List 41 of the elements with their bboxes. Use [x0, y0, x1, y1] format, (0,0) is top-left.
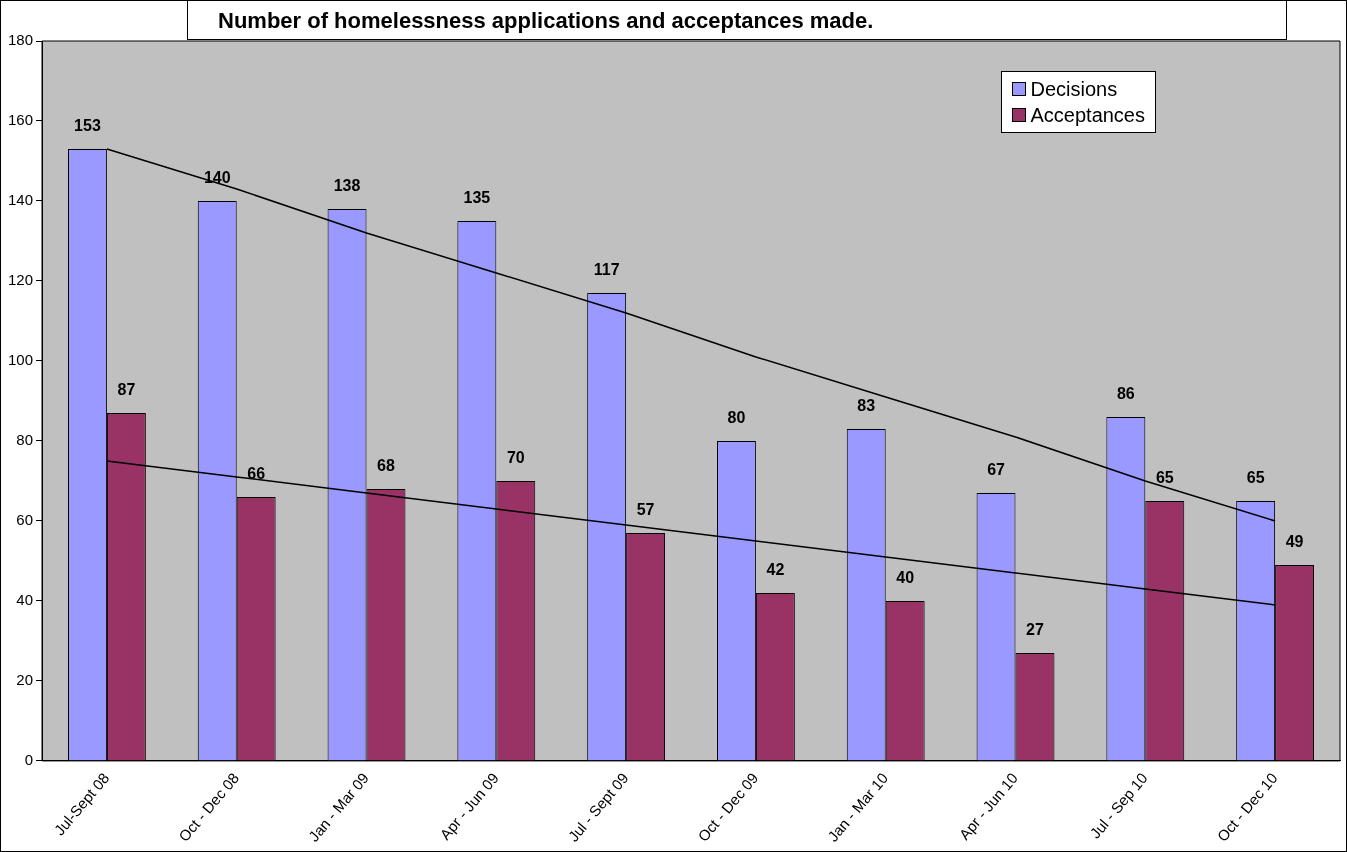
- y-tick-label: 100: [8, 351, 34, 369]
- data-label: 117: [593, 261, 620, 279]
- x-tick-label: Oct - Dec 09: [694, 769, 762, 845]
- data-label: 57: [636, 501, 655, 519]
- data-label: 135: [463, 189, 491, 207]
- y-tick-label: 80: [16, 431, 34, 449]
- x-tick-label: Jul - Sep 10: [1086, 769, 1151, 842]
- data-label: 68: [377, 457, 395, 475]
- y-tick-label: 180: [8, 31, 34, 49]
- data-label: 42: [766, 561, 785, 579]
- data-label: 70: [506, 449, 525, 467]
- data-label: 153: [74, 117, 101, 135]
- data-label: 27: [1026, 621, 1044, 639]
- data-label: 80: [727, 409, 746, 427]
- y-tick-label: 120: [8, 271, 34, 289]
- data-label: 49: [1285, 533, 1304, 551]
- y-tick-label: 60: [16, 511, 34, 529]
- x-tick-label: Oct - Dec 10: [1213, 769, 1281, 845]
- data-label: 138: [333, 177, 361, 195]
- y-tick-label: 140: [8, 191, 34, 209]
- data-label: 67: [987, 461, 1006, 479]
- x-tick-label: Oct - Dec 08: [175, 769, 243, 845]
- x-tick-label: Jan - Mar 09: [304, 769, 372, 845]
- y-tick-label: 0: [24, 751, 34, 769]
- data-label: 83: [857, 397, 876, 415]
- data-label: 66: [247, 465, 266, 483]
- data-label: 65: [1155, 469, 1174, 487]
- data-label: 65: [1246, 469, 1265, 487]
- chart-title: Number of homelessness applications and acceptances made.: [187, 0, 1287, 40]
- legend-label: Decisions: [1030, 77, 1118, 102]
- y-tick-label: 20: [16, 671, 34, 689]
- data-label: 40: [896, 569, 915, 587]
- data-label: 86: [1116, 385, 1135, 403]
- y-tick-label: 40: [16, 591, 34, 609]
- x-tick-label: Apr - Jun 09: [436, 769, 502, 843]
- data-label: 87: [117, 381, 136, 399]
- x-tick-label: Apr - Jun 10: [955, 769, 1021, 843]
- legend-label: Acceptances: [1030, 103, 1145, 128]
- y-tick-label: 160: [8, 111, 34, 129]
- x-tick-label: Jan - Mar 10: [824, 769, 892, 845]
- data-label: 140: [203, 169, 231, 187]
